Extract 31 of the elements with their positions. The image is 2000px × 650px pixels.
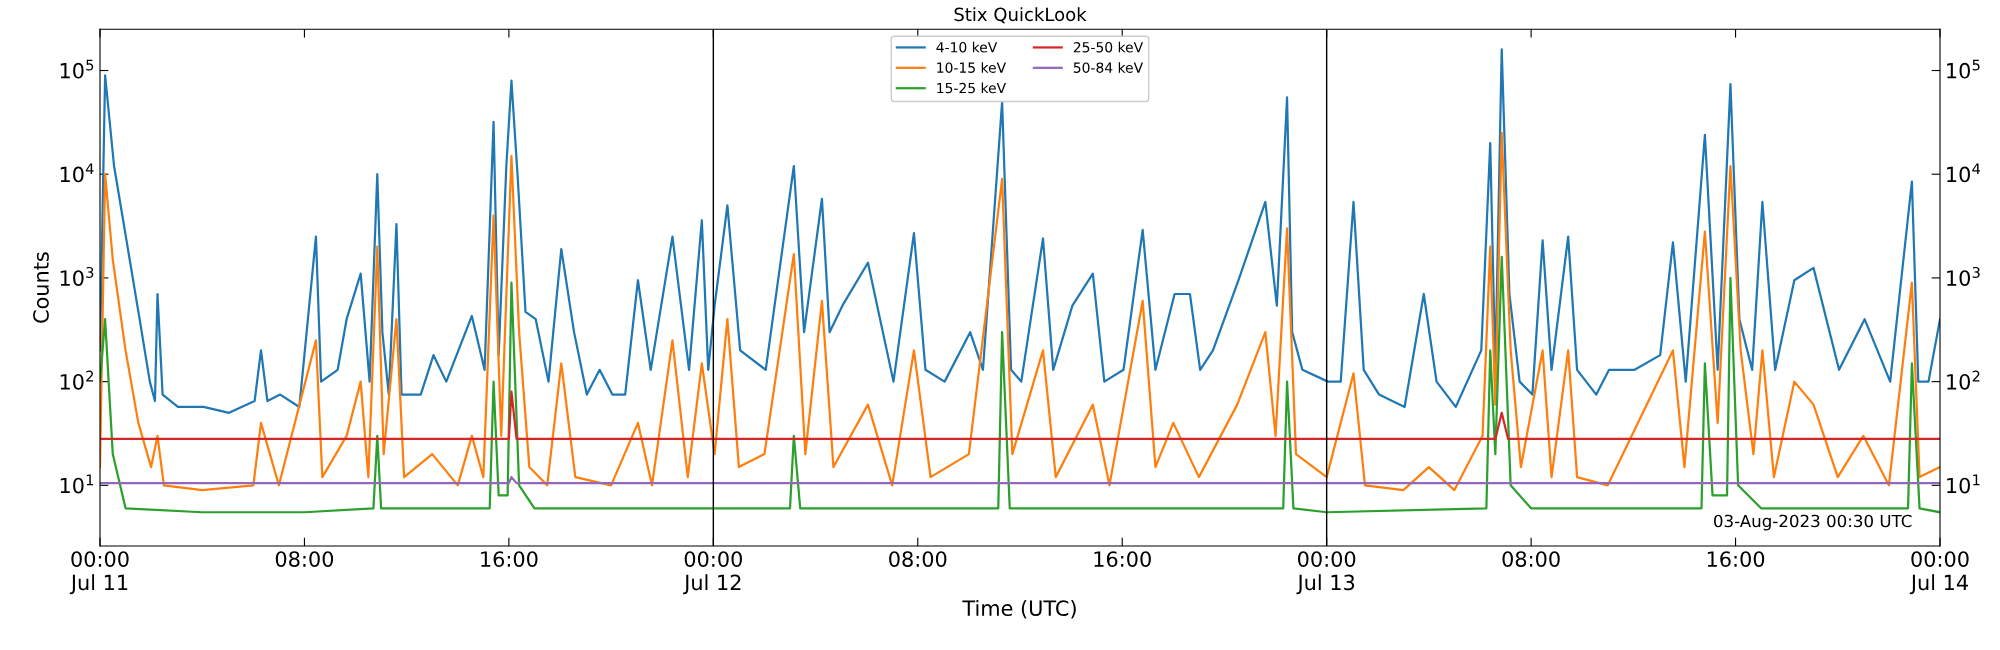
text: 10$^{2}$ [1947,370,1980,390]
legend-label: 25-50 keV [1073,41,1144,53]
annotation: 03-Aug-2023 00:30 UTC [1714,514,1912,531]
y-tick-label: 10$^{1}$ [60,474,94,494]
y-tick-label: 10$^{2}$ [60,370,93,390]
legend-label: 15-25 keV [937,82,1006,94]
x-tick-label: 16:00 [1707,551,1765,567]
legend-label: 50-84 keV [1073,62,1144,73]
text: 10$^{5}$ [1947,59,1980,79]
x-tick-label: 08:00 [889,551,947,567]
chart-title: Stix QuickLook [954,7,1087,24]
x-tick-label: 00:00 Jul 13 [1296,551,1356,595]
legend-label: 10-15 keV [937,62,1006,73]
x-tick-label: 16:00 [1094,551,1151,567]
x-tick-label: 16:00 [481,551,538,567]
line-series [100,131,1940,492]
x-axis-title: Time (UTC) [962,599,1076,619]
text: 10$^{1}$ [1947,474,1980,494]
y-tick-label: 10$^{3}$ [60,266,94,286]
legend-label: 4-10 keV [936,41,998,53]
y-tick-label: 10$^{5}$ [60,59,94,79]
x-tick-label: 08:00 [1502,551,1560,567]
text: 10$^{4}$ [1947,163,1981,183]
x-tick-label: 00:00 Jul 14 [1909,551,1969,595]
x-tick-label: 00:00 Jul 11 [69,551,129,595]
text: 10$^{3}$ [1947,266,1980,286]
x-tick-label: 08:00 [275,551,334,567]
line-series [100,255,1940,514]
y-axis-title: Counts [33,252,49,323]
y-tick-label: 10$^{4}$ [60,163,94,183]
x-tick-label: 00:00 Jul 12 [683,551,742,595]
